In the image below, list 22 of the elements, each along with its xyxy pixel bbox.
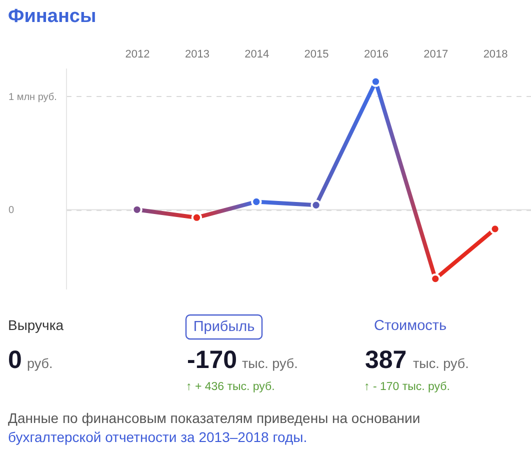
point xyxy=(310,200,322,210)
text: Прибыль xyxy=(193,319,255,335)
text: руб. xyxy=(27,356,53,371)
text: 387 xyxy=(365,346,407,374)
chart-title: Финансы xyxy=(8,6,96,27)
x-tick-label: 2018 xyxy=(483,48,508,60)
text: Выручка xyxy=(8,317,64,333)
x-tick-label: 2017 xyxy=(424,48,448,60)
text: тыс. руб. xyxy=(242,356,298,371)
text: ↑ - 170 тыс. руб. xyxy=(364,381,450,393)
x-tick-label: 2015 xyxy=(304,48,329,60)
x-tick-label: 2013 xyxy=(184,48,210,60)
text: -170 xyxy=(187,346,238,374)
x-tick-label: 2012 xyxy=(125,48,150,60)
x-tick-label: 2016 xyxy=(364,48,388,60)
text: Данные по финансовым показателям приведены на основании xyxy=(8,410,420,426)
text: тыс. руб. xyxy=(413,356,469,371)
text: бухгалтерской отчетности за 2013–2018 годы. xyxy=(8,429,308,445)
text: Стоимость xyxy=(374,318,447,334)
x-tick-label: 2014 xyxy=(244,48,270,60)
y-tick-label: 1 млн руб. xyxy=(8,92,57,103)
text: ↑ + 436 тыс. руб. xyxy=(186,381,275,393)
